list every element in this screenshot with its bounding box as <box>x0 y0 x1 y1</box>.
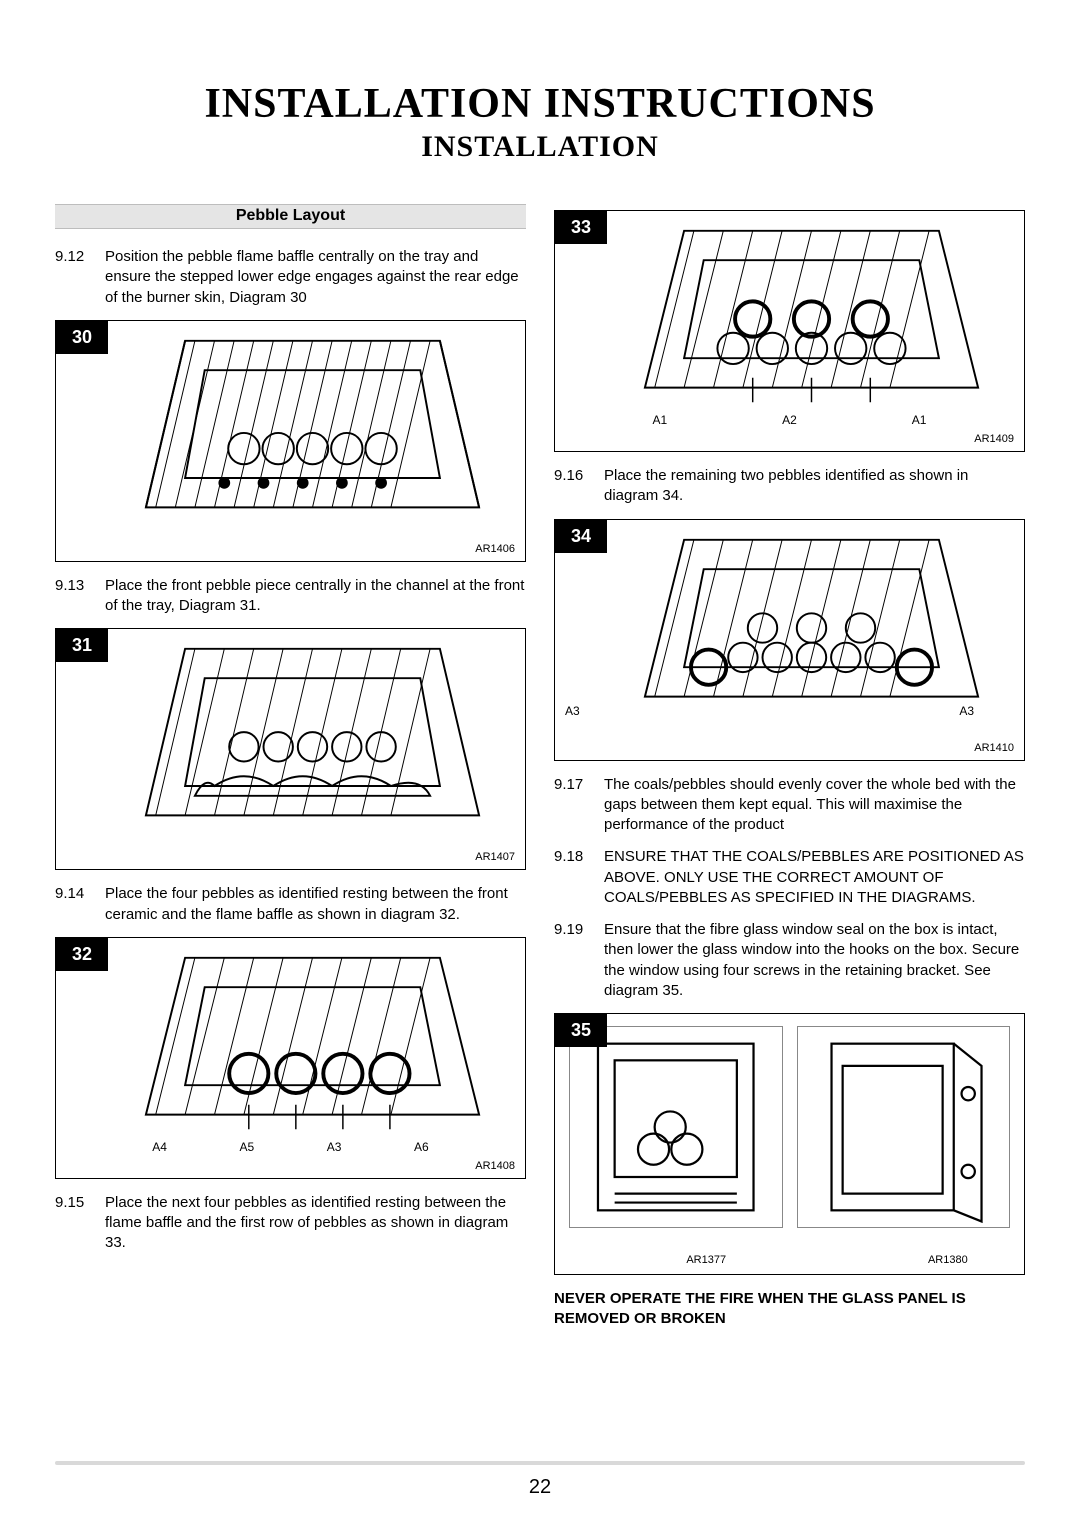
label: A1 <box>912 413 927 427</box>
diagram-ref: AR1407 <box>475 851 515 863</box>
label: A4 <box>152 1140 167 1154</box>
label: A1 <box>652 413 667 427</box>
diagram-33: 33 A1 A2 <box>554 210 1025 452</box>
instruction-9-15: 9.15 Place the next four pebbles as iden… <box>55 1193 526 1254</box>
diagram-32: 32 A4 A5 A3 <box>55 937 526 1179</box>
diagram-ref: AR1410 <box>974 742 1014 754</box>
instruction-9-19: 9.19 Ensure that the fibre glass window … <box>554 920 1025 1001</box>
diagram-35: 35 <box>554 1013 1025 1275</box>
instruction-9-17: 9.17 The coals/pebbles should evenly cov… <box>554 775 1025 836</box>
diagram-sketch <box>118 331 507 527</box>
instruction-text: The coals/pebbles should evenly cover th… <box>604 775 1025 836</box>
diagram-number-badge: 34 <box>555 520 607 553</box>
diagram-ref-left: AR1377 <box>686 1254 726 1266</box>
instruction-number: 9.15 <box>55 1193 105 1254</box>
section-header: Pebble Layout <box>55 204 526 229</box>
diagram-ref: AR1408 <box>475 1160 515 1172</box>
firebox-icon <box>118 639 507 835</box>
instruction-9-13: 9.13 Place the front pebble piece centra… <box>55 576 526 617</box>
instruction-number: 9.13 <box>55 576 105 617</box>
diagram-number-badge: 30 <box>56 321 108 354</box>
instruction-text: Ensure that the fibre glass window seal … <box>604 920 1025 1001</box>
instruction-text: Place the next four pebbles as identifie… <box>105 1193 526 1254</box>
title-block: INSTALLATION INSTRUCTIONS INSTALLATION <box>55 80 1025 164</box>
left-column: Pebble Layout 9.12 Position the pebble f… <box>55 204 526 1330</box>
footer-rule <box>55 1461 1025 1465</box>
instruction-number: 9.18 <box>554 847 604 908</box>
label: A2 <box>782 413 797 427</box>
diagram-32-labels: A4 A5 A3 A6 <box>56 1140 525 1154</box>
right-column: 33 A1 A2 <box>554 204 1025 1330</box>
main-title: INSTALLATION INSTRUCTIONS <box>55 80 1025 128</box>
instruction-text: Place the front pebble piece centrally i… <box>105 576 526 617</box>
window-side-icon <box>797 1026 1011 1228</box>
diagram-31: 31 AR1407 <box>55 628 526 870</box>
label: A3 <box>327 1140 342 1154</box>
instruction-9-14: 9.14 Place the four pebbles as identifie… <box>55 884 526 925</box>
label: A5 <box>240 1140 255 1154</box>
diagram-number-badge: 33 <box>555 211 607 244</box>
instruction-9-12: 9.12 Position the pebble flame baffle ce… <box>55 247 526 308</box>
firebox-icon <box>617 530 1006 726</box>
diagram-sketch <box>118 948 507 1144</box>
instruction-9-16: 9.16 Place the remaining two pebbles ide… <box>554 466 1025 507</box>
firebox-icon <box>118 331 507 527</box>
diagram-number-badge: 31 <box>56 629 108 662</box>
window-front-icon <box>569 1026 783 1228</box>
diagram-number-badge: 35 <box>555 1014 607 1047</box>
diagram-ref: AR1406 <box>475 543 515 555</box>
diagram-sketch <box>617 221 1006 417</box>
instruction-number: 9.16 <box>554 466 604 507</box>
diagram-33-labels: A1 A2 A1 <box>555 413 1024 427</box>
firebox-icon <box>617 221 1006 417</box>
columns: Pebble Layout 9.12 Position the pebble f… <box>55 204 1025 1330</box>
instruction-number: 9.19 <box>554 920 604 1001</box>
diagram-30: 30 AR1 <box>55 320 526 562</box>
diagram-ref: AR1409 <box>974 433 1014 445</box>
instruction-number: 9.17 <box>554 775 604 836</box>
diagram-34: 34 A3 A3 AR1410 <box>554 519 1025 761</box>
diagram-34-label-right: A3 <box>959 704 974 718</box>
diagram-sketch <box>118 639 507 835</box>
diagram-34-label-left: A3 <box>565 704 580 718</box>
diagram-35-sketches <box>569 1026 1010 1228</box>
instruction-number: 9.12 <box>55 247 105 308</box>
glass-panel-warning: NEVER OPERATE THE FIRE WHEN THE GLASS PA… <box>554 1289 1025 1330</box>
firebox-icon <box>118 948 507 1144</box>
diagram-sketch <box>617 530 1006 726</box>
instruction-text: Place the four pebbles as identified res… <box>105 884 526 925</box>
diagram-ref-right: AR1380 <box>928 1254 968 1266</box>
instruction-text: Position the pebble flame baffle central… <box>105 247 526 308</box>
sub-title: INSTALLATION <box>55 130 1025 164</box>
page: INSTALLATION INSTRUCTIONS INSTALLATION P… <box>0 0 1080 1527</box>
label: A6 <box>414 1140 429 1154</box>
instruction-number: 9.14 <box>55 884 105 925</box>
instruction-text: ENSURE THAT THE COALS/PEBBLES ARE POSITI… <box>604 847 1025 908</box>
instruction-text: Place the remaining two pebbles identifi… <box>604 466 1025 507</box>
diagram-number-badge: 32 <box>56 938 108 971</box>
instruction-9-18: 9.18 ENSURE THAT THE COALS/PEBBLES ARE P… <box>554 847 1025 908</box>
page-number: 22 <box>0 1476 1080 1499</box>
